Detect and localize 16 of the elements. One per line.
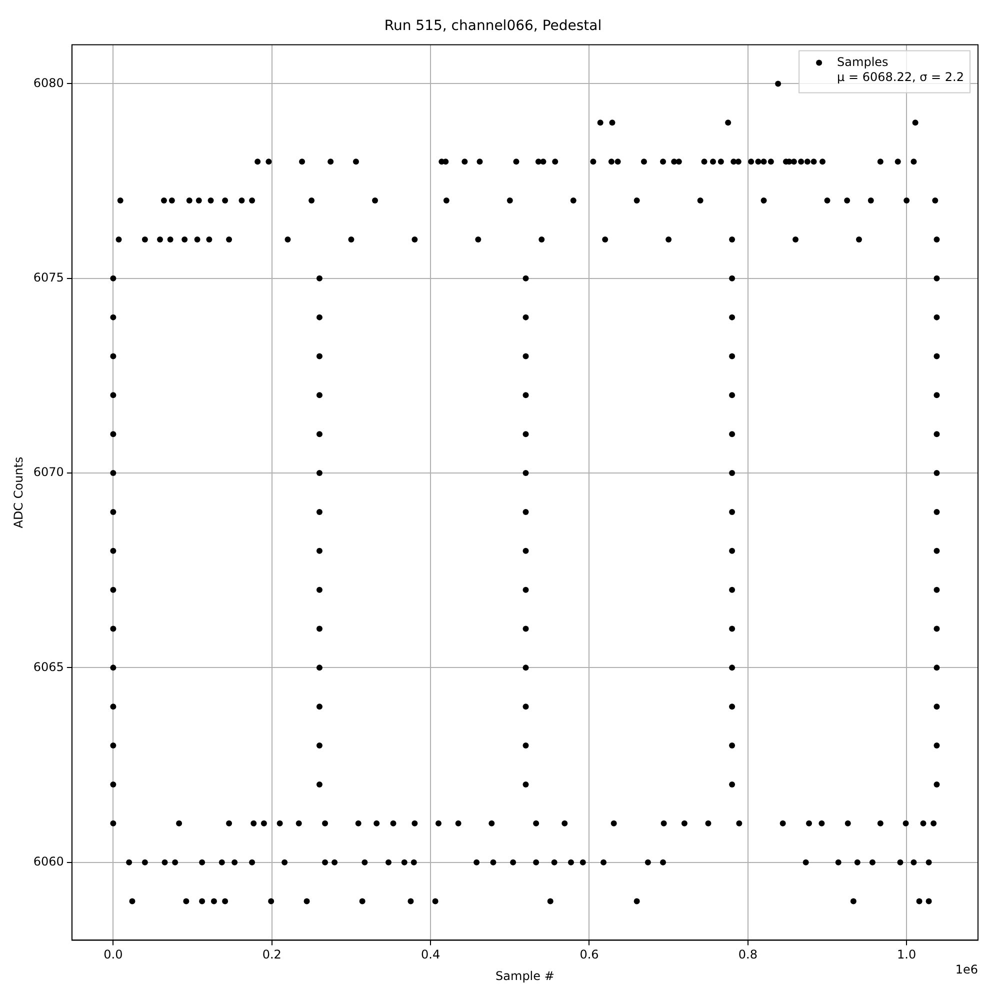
y-tick-label: 6075 xyxy=(33,270,64,285)
y-axis-title: ADC Counts xyxy=(11,456,26,528)
x-tick-label: 0.8 xyxy=(738,948,758,962)
y-tick-label: 6065 xyxy=(33,660,64,674)
text: 1e6 xyxy=(955,962,978,976)
x-tick-label: 1.0 xyxy=(897,948,916,962)
y-tick-label: 6070 xyxy=(33,465,64,480)
x-tick-label: 0.0 xyxy=(104,948,123,962)
x-tick-label: 0.6 xyxy=(580,948,599,962)
chart-title: Run 515, channel066, Pedestal xyxy=(384,18,602,34)
x-tick-label: 0.2 xyxy=(262,948,282,962)
legend-label: Samples μ = 6068.22, σ = 2.2 xyxy=(837,54,964,84)
y-tick-label: 6060 xyxy=(33,854,64,868)
x-axis-title: Sample # xyxy=(496,968,554,983)
y-tick-label: 6080 xyxy=(33,76,64,90)
x-tick-label: 0.4 xyxy=(421,948,440,962)
